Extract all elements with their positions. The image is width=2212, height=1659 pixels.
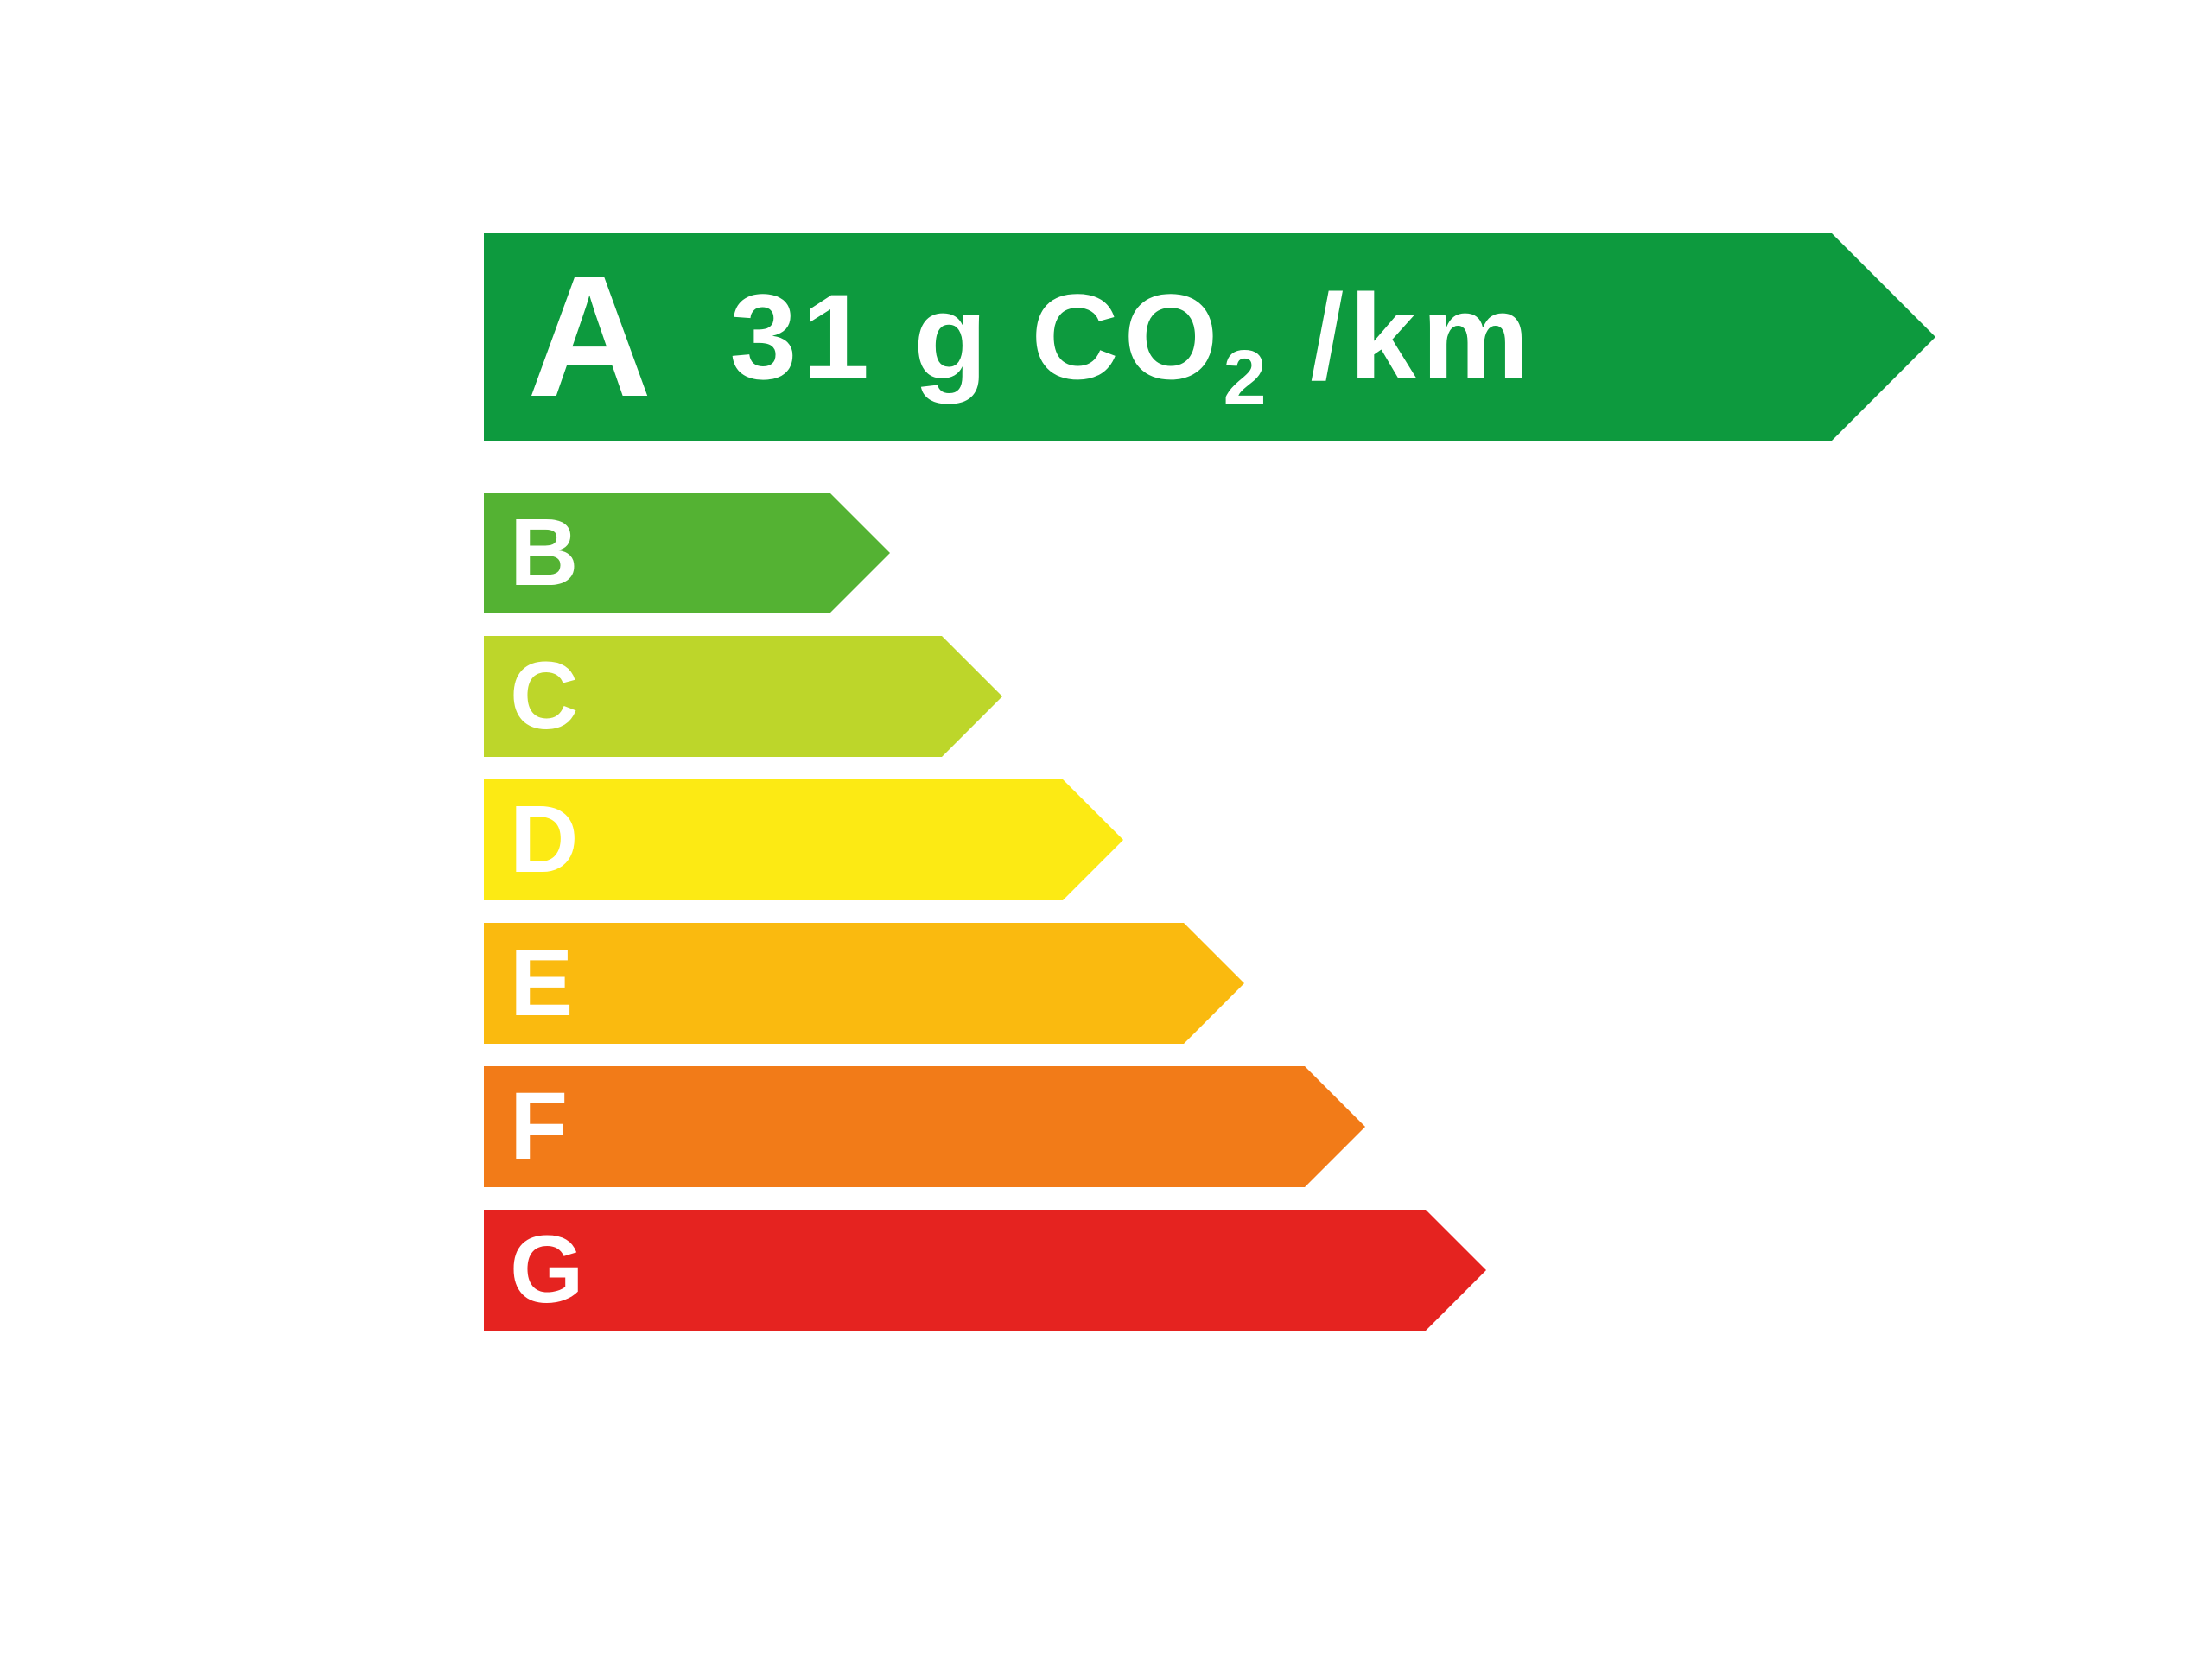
rating-arrow-f: F — [484, 1066, 1365, 1187]
rating-value-prefix: 31 g CO — [729, 269, 1223, 404]
rating-arrow-b: B — [484, 493, 890, 613]
rating-arrow-c: C — [484, 636, 1002, 757]
rating-value-suffix: /km — [1272, 269, 1535, 404]
rating-letter: D — [484, 792, 578, 887]
rating-value-subscript: 2 — [1223, 335, 1271, 422]
rating-arrow-d: D — [484, 779, 1123, 900]
energy-rating-chart: A31 g CO2 /kmBCDEFG — [484, 233, 1970, 1353]
rating-letter: A — [484, 251, 652, 423]
rating-letter: G — [484, 1223, 584, 1318]
rating-arrow-g: G — [484, 1210, 1486, 1331]
rating-letter: B — [484, 505, 578, 601]
rating-letter: C — [484, 649, 578, 744]
rating-arrow-e: E — [484, 923, 1244, 1044]
rating-row-c: C — [484, 636, 1970, 757]
rating-value: 31 g CO2 /km — [652, 276, 1534, 397]
rating-row-b: B — [484, 493, 1970, 613]
rating-row-f: F — [484, 1066, 1970, 1187]
rating-row-a: A31 g CO2 /km — [484, 233, 1970, 441]
rating-row-d: D — [484, 779, 1970, 900]
rating-letter: F — [484, 1079, 568, 1174]
rating-row-e: E — [484, 923, 1970, 1044]
rating-arrow-a: A31 g CO2 /km — [484, 233, 1936, 441]
rating-row-g: G — [484, 1210, 1970, 1331]
rating-letter: E — [484, 936, 573, 1031]
